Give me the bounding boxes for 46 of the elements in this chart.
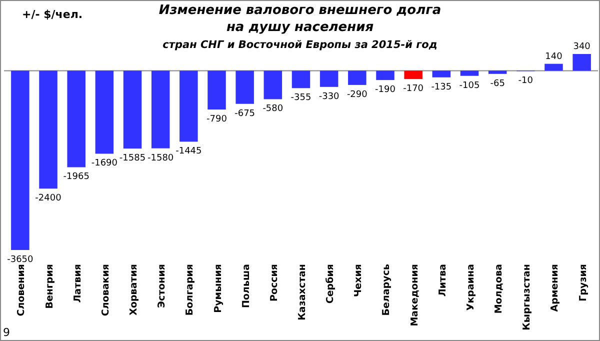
x-tick-label: Болгария: [184, 264, 196, 316]
x-tick-label: Россия: [268, 264, 280, 302]
x-tick-label: Беларусь: [381, 264, 392, 316]
data-label: -65: [490, 78, 505, 89]
x-tick-label: Польша: [240, 264, 252, 308]
data-label: -355: [290, 93, 312, 104]
x-tick-label: Эстония: [156, 264, 168, 308]
y-axis-title: +/- $/чел.: [22, 8, 83, 21]
data-label: -290: [346, 90, 368, 100]
data-label: -1965: [63, 172, 90, 182]
x-tick-label: Латвия: [72, 264, 84, 303]
data-label: 340: [573, 42, 591, 52]
x-tick-label: Молдова: [494, 264, 505, 314]
x-tick-label: Македония: [409, 264, 420, 326]
data-label: -1585: [119, 154, 146, 164]
x-tick-label: Венгрия: [44, 264, 56, 309]
x-tick-label: Словакия: [100, 264, 112, 316]
data-label: -105: [459, 80, 480, 91]
x-tick-label: Украина: [465, 264, 476, 311]
data-label: -330: [318, 92, 340, 102]
x-tick-label: Чехия: [353, 264, 364, 298]
text: 9: [3, 326, 10, 339]
data-label: -190: [375, 85, 396, 96]
chart-title: Изменение валового внешнего долга на душу населения: [158, 3, 442, 35]
x-tick-label: Румыния: [212, 264, 224, 313]
data-label: -1690: [91, 158, 118, 169]
x-tick-label: Хорватия: [128, 264, 140, 316]
data-label: -675: [234, 108, 256, 119]
x-tick-label: Грузия: [578, 264, 589, 302]
x-tick-label: Казахстан: [297, 264, 308, 320]
data-label: -1580: [148, 153, 174, 164]
data-label: -1445: [176, 146, 202, 157]
data-label: -170: [403, 84, 424, 94]
chart-subtitle: стран СНГ и Восточной Европы за 2015-й год: [162, 39, 438, 51]
x-tick-label: Армения: [550, 264, 561, 312]
data-label: -10: [518, 76, 534, 86]
data-label: -580: [262, 104, 284, 114]
data-label: -2400: [35, 194, 62, 204]
data-label: -135: [431, 82, 452, 92]
x-tick-label: Кыргызстан: [522, 264, 533, 330]
data-label: 140: [545, 52, 563, 62]
x-tick-label: Сербия: [325, 264, 336, 304]
x-tick-label: Словения: [16, 264, 28, 316]
data-label: -790: [206, 114, 228, 125]
x-tick-label: Литва: [437, 264, 448, 296]
data-label: -3650: [7, 255, 34, 265]
